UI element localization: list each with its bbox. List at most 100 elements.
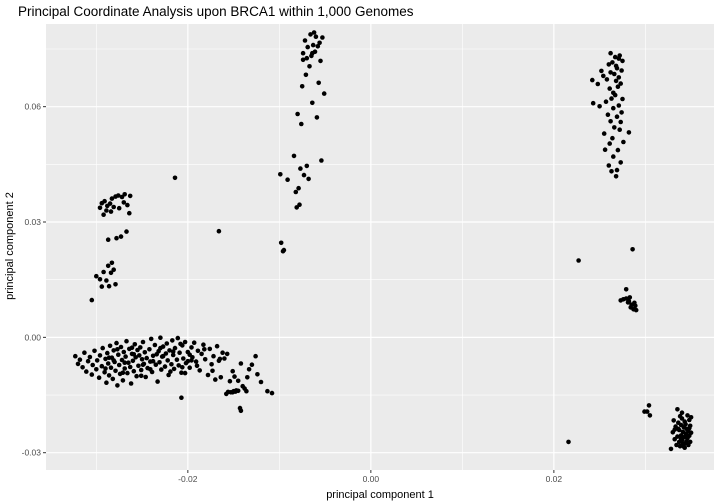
data-point xyxy=(152,342,158,348)
data-point xyxy=(89,297,95,303)
data-point xyxy=(687,425,692,431)
data-point xyxy=(617,53,622,58)
data-point xyxy=(137,353,142,358)
data-point xyxy=(191,340,197,346)
data-point xyxy=(104,208,109,213)
data-point xyxy=(101,212,106,217)
data-point xyxy=(170,338,175,343)
data-point xyxy=(217,356,223,362)
x-axis: -0.02 0.00 0.02 xyxy=(178,470,562,484)
data-point xyxy=(218,375,224,380)
data-point xyxy=(210,368,215,374)
data-point xyxy=(238,361,244,366)
data-point xyxy=(291,153,297,159)
y-tick-label: 0.03 xyxy=(24,217,41,227)
data-point xyxy=(299,84,305,89)
y-tick-label: 0.00 xyxy=(24,332,41,342)
data-point xyxy=(105,237,111,242)
data-point xyxy=(124,338,129,344)
data-point xyxy=(320,35,325,40)
data-point xyxy=(122,360,127,366)
data-point xyxy=(109,196,115,201)
data-point xyxy=(153,362,159,368)
data-point xyxy=(278,240,284,246)
data-point xyxy=(606,62,612,67)
y-tick-label: 0.06 xyxy=(24,102,41,112)
data-point xyxy=(159,367,164,372)
data-point xyxy=(620,58,625,64)
data-point xyxy=(590,77,595,83)
data-point xyxy=(174,357,180,363)
data-point xyxy=(126,360,131,366)
data-point xyxy=(201,342,206,348)
data-point xyxy=(170,349,176,354)
data-point xyxy=(619,68,624,73)
data-point xyxy=(602,147,608,152)
data-point xyxy=(177,350,182,356)
data-point xyxy=(310,42,316,48)
chart-title: Principal Coordinate Analysis upon BRCA1… xyxy=(18,4,414,19)
data-point xyxy=(249,362,255,368)
data-point xyxy=(102,198,107,204)
data-point xyxy=(285,177,290,182)
data-point xyxy=(595,81,601,87)
data-point xyxy=(140,362,146,368)
data-point xyxy=(124,229,129,234)
data-point xyxy=(138,373,144,379)
data-point xyxy=(310,50,315,56)
x-tick-label: 0.00 xyxy=(363,474,380,484)
data-point xyxy=(94,273,99,279)
data-point xyxy=(607,86,612,91)
data-point xyxy=(674,442,679,448)
data-point xyxy=(168,369,173,374)
data-point xyxy=(96,375,102,381)
data-point xyxy=(97,277,103,282)
data-point xyxy=(615,147,621,153)
data-point xyxy=(299,121,304,127)
data-point xyxy=(230,390,235,395)
data-point xyxy=(235,378,241,384)
data-point xyxy=(269,390,275,396)
data-point xyxy=(616,103,622,108)
data-point xyxy=(94,358,100,363)
data-point xyxy=(244,388,249,394)
data-point xyxy=(303,72,309,78)
data-point xyxy=(633,303,638,309)
data-point xyxy=(104,380,109,386)
data-point xyxy=(232,374,237,379)
data-point xyxy=(611,90,616,96)
data-point xyxy=(131,352,137,357)
data-point xyxy=(211,353,216,359)
data-point xyxy=(601,131,607,136)
y-axis: -0.03 0.00 0.03 0.06 xyxy=(22,102,46,458)
data-point xyxy=(614,114,620,119)
data-point xyxy=(105,361,111,366)
data-point xyxy=(194,363,200,369)
data-point xyxy=(166,372,171,378)
data-point xyxy=(90,362,95,368)
data-point xyxy=(94,367,99,372)
data-point xyxy=(111,348,116,353)
data-point xyxy=(258,379,264,385)
data-point xyxy=(611,154,616,159)
data-point xyxy=(136,363,141,369)
data-point xyxy=(85,358,91,364)
data-point xyxy=(214,343,220,349)
major-gridlines xyxy=(46,24,714,470)
data-point xyxy=(617,127,622,132)
data-point xyxy=(182,339,188,345)
data-point xyxy=(155,379,160,384)
data-point xyxy=(672,427,677,432)
data-point xyxy=(77,357,83,363)
data-point xyxy=(630,247,635,252)
data-point xyxy=(620,96,625,102)
data-point xyxy=(202,357,208,362)
data-point xyxy=(671,418,676,423)
data-point xyxy=(125,370,130,376)
data-point xyxy=(253,353,258,359)
data-point xyxy=(134,373,139,379)
y-tick-label: -0.03 xyxy=(22,448,42,458)
data-point xyxy=(114,340,119,346)
data-point xyxy=(187,352,192,358)
